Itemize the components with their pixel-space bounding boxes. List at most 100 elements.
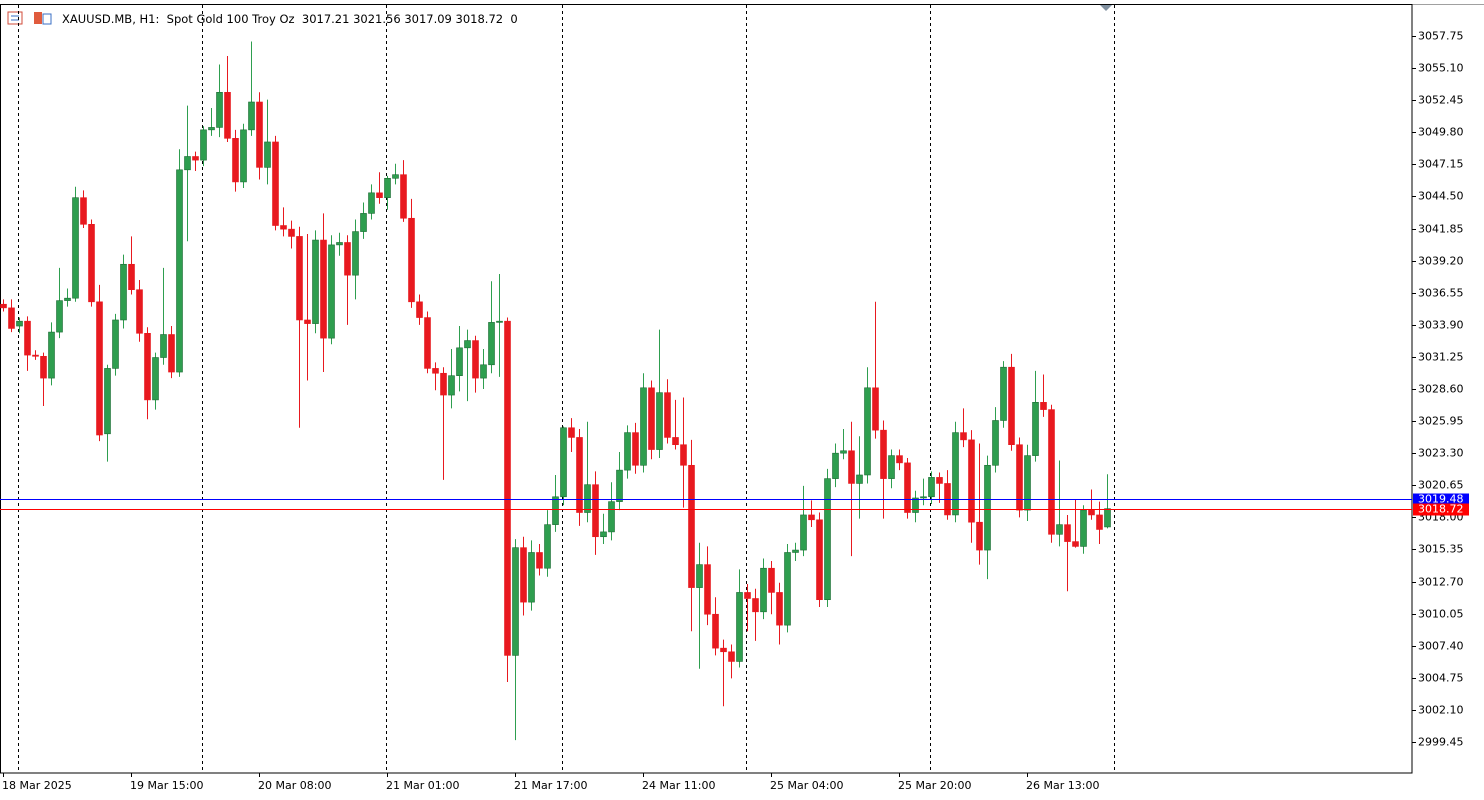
candle-body xyxy=(16,320,23,327)
candle-body xyxy=(792,549,799,553)
candle-body xyxy=(952,432,959,516)
candle-body xyxy=(832,452,839,479)
y-tick-label: 3031.25 xyxy=(1418,351,1464,364)
candle-body xyxy=(552,496,559,525)
candle-body xyxy=(1080,509,1087,547)
candle-body xyxy=(1048,409,1055,535)
candle-body xyxy=(896,455,903,464)
candle-body xyxy=(432,368,439,374)
candle-body xyxy=(208,127,215,131)
candle-body xyxy=(200,129,207,161)
bid-line-box xyxy=(1413,503,1469,516)
candle-body xyxy=(376,192,383,198)
candle-body xyxy=(888,455,895,479)
candle-body xyxy=(1072,541,1079,547)
candle-body xyxy=(360,213,367,232)
candle-body xyxy=(32,354,39,357)
candle-body xyxy=(104,368,111,435)
candle-body xyxy=(712,613,719,649)
chart-header: XAUUSD.MB, H1: Spot Gold 100 Troy Oz 301… xyxy=(62,12,518,26)
candle-body xyxy=(824,478,831,601)
candle-body xyxy=(384,177,391,198)
candle-body xyxy=(448,375,455,396)
candle-body xyxy=(8,307,15,329)
candle-body xyxy=(616,469,623,502)
candle-body xyxy=(744,592,751,599)
candle-body xyxy=(408,217,415,303)
candle-body xyxy=(848,450,855,484)
candle-body xyxy=(368,192,375,214)
x-tick-label: 21 Mar 17:00 xyxy=(514,779,587,792)
candle-body xyxy=(24,320,31,356)
x-tick-label: 26 Mar 13:00 xyxy=(1026,779,1099,792)
y-tick-label: 3041.85 xyxy=(1418,223,1464,236)
candle-body xyxy=(816,519,823,601)
candle-body xyxy=(920,496,927,499)
candle-body xyxy=(248,101,255,131)
y-tick-label: 3033.90 xyxy=(1418,319,1464,332)
header-low: 3017.09 xyxy=(404,12,452,26)
candle-body xyxy=(1024,455,1031,511)
candle-body xyxy=(224,92,231,139)
candle-body xyxy=(752,598,759,613)
candle-body xyxy=(480,364,487,379)
candle-body xyxy=(232,138,239,183)
candle-body xyxy=(1104,508,1111,528)
candle-body xyxy=(600,531,607,538)
chart-title: XAUUSD.MB, H1: Spot Gold 100 Troy Oz xyxy=(62,12,295,26)
icon-chart xyxy=(42,13,52,25)
candle-body xyxy=(472,340,479,379)
candle-body xyxy=(592,484,599,538)
candle-body xyxy=(296,236,303,321)
candle-body xyxy=(936,477,943,484)
candle-body xyxy=(992,420,999,466)
y-tick-label: 3052.45 xyxy=(1418,94,1464,107)
candle-body xyxy=(264,141,271,168)
symbol-icons xyxy=(7,11,52,25)
x-tick-label: 18 Mar 2025 xyxy=(2,779,72,792)
candle-body xyxy=(784,552,791,626)
y-tick-label: 3025.95 xyxy=(1418,415,1464,428)
candle-body xyxy=(416,301,423,318)
candle-body xyxy=(80,197,87,225)
y-tick-label: 3044.50 xyxy=(1418,190,1464,203)
y-tick-label: 3002.10 xyxy=(1418,704,1464,717)
candle-body xyxy=(464,340,471,349)
y-tick-label: 3039.20 xyxy=(1418,255,1464,268)
y-tick-label: 3049.80 xyxy=(1418,126,1464,139)
icon-menu xyxy=(7,11,23,25)
header-volume: 0 xyxy=(510,12,517,26)
candle-body xyxy=(648,387,655,450)
candle-body xyxy=(288,228,295,237)
candle-body xyxy=(1000,366,1007,421)
bid-line-label: 3018.72 xyxy=(1418,503,1464,516)
header-high: 3021.56 xyxy=(353,12,401,26)
y-tick-label: 3004.75 xyxy=(1418,672,1464,685)
candle-body xyxy=(504,320,511,656)
candle-body xyxy=(568,427,575,438)
y-tick-label: 3036.55 xyxy=(1418,287,1464,300)
candle-body xyxy=(0,303,7,309)
candle-body xyxy=(48,331,55,379)
candle-body xyxy=(928,477,935,498)
candle-body xyxy=(88,224,95,303)
ask-line-box xyxy=(1413,493,1469,506)
candle-body xyxy=(312,239,319,324)
candle-body xyxy=(520,547,527,603)
y-tick-label: 3023.30 xyxy=(1418,447,1464,460)
candle-body xyxy=(856,474,863,484)
x-tick-label: 20 Mar 08:00 xyxy=(258,779,331,792)
candle-body xyxy=(560,427,567,498)
plot-frame xyxy=(0,4,1413,774)
candle-body xyxy=(776,592,783,626)
candle-body xyxy=(136,289,143,334)
candle-body xyxy=(1032,402,1039,456)
candle-body xyxy=(664,392,671,438)
candle-body xyxy=(176,169,183,373)
y-tick-label: 3012.70 xyxy=(1418,576,1464,589)
candle-body xyxy=(64,297,71,301)
candle-body xyxy=(968,439,975,523)
